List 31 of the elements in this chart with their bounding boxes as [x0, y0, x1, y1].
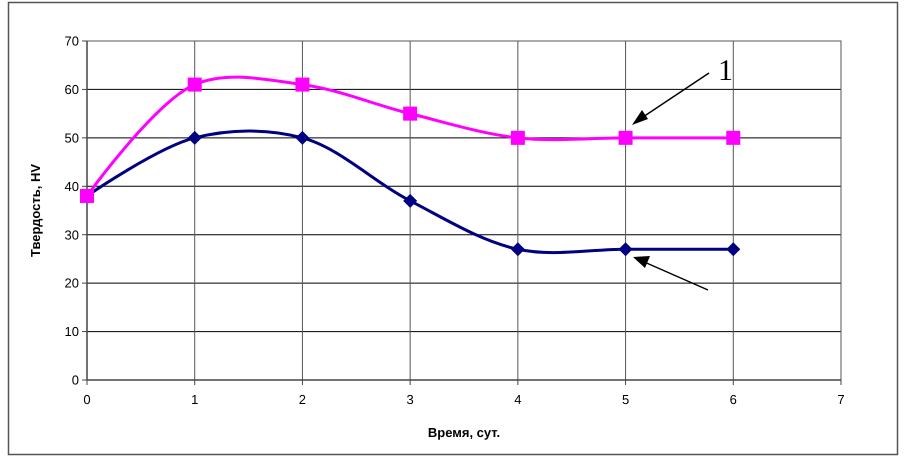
point	[295, 130, 310, 145]
point	[618, 242, 633, 256]
point	[188, 78, 202, 92]
y-tick-label: 50	[64, 130, 79, 146]
point	[510, 242, 525, 256]
x-tick-label: 4	[514, 392, 522, 407]
point	[188, 130, 202, 145]
x-tick-label: 6	[730, 392, 737, 407]
x-tick-label: 2	[298, 392, 306, 407]
y-axis-title: Твердость, HV	[28, 164, 43, 258]
point	[295, 78, 310, 92]
x-tick-label: 3	[406, 392, 414, 407]
y-tick-label: 10	[64, 324, 79, 340]
y-tick-label: 60	[64, 82, 79, 97]
x-tick-label: 0	[83, 392, 91, 407]
point	[510, 130, 525, 145]
y-tick-label: 40	[64, 178, 79, 194]
x-axis-title: Время, сут.	[428, 425, 500, 440]
y-tick-label: 0	[72, 372, 79, 388]
point	[726, 242, 740, 256]
y-tick-label: 70	[64, 34, 79, 49]
y-tick-label: 30	[64, 227, 79, 242]
point	[403, 106, 418, 121]
annotation: 1	[718, 54, 733, 87]
point	[618, 130, 633, 145]
x-tick-label: 1	[191, 392, 198, 407]
x-tick-label: 5	[622, 392, 630, 407]
point	[403, 194, 418, 208]
x-tick-label: 7	[837, 392, 845, 407]
point	[726, 130, 740, 145]
y-tick-label: 20	[64, 276, 79, 291]
